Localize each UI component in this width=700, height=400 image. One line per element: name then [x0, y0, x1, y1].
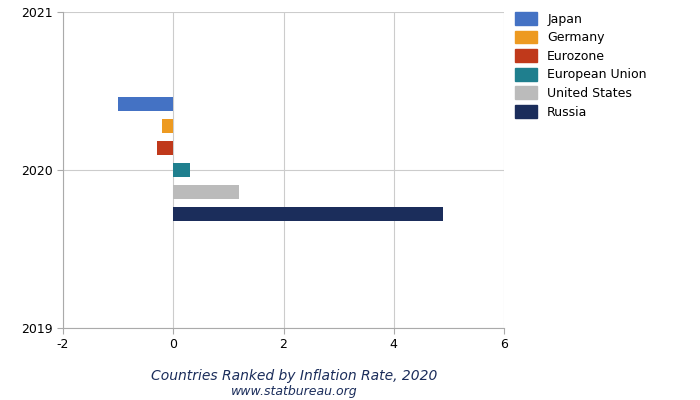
Text: Countries Ranked by Inflation Rate, 2020: Countries Ranked by Inflation Rate, 2020: [150, 369, 438, 383]
Bar: [174, 163, 190, 177]
Bar: [157, 141, 174, 155]
Bar: [162, 119, 174, 133]
Bar: [118, 96, 174, 111]
Bar: [174, 207, 443, 221]
Bar: [174, 185, 239, 199]
Text: www.statbureau.org: www.statbureau.org: [231, 386, 357, 398]
Legend: Japan, Germany, Eurozone, European Union, United States, Russia: Japan, Germany, Eurozone, European Union…: [514, 12, 647, 119]
